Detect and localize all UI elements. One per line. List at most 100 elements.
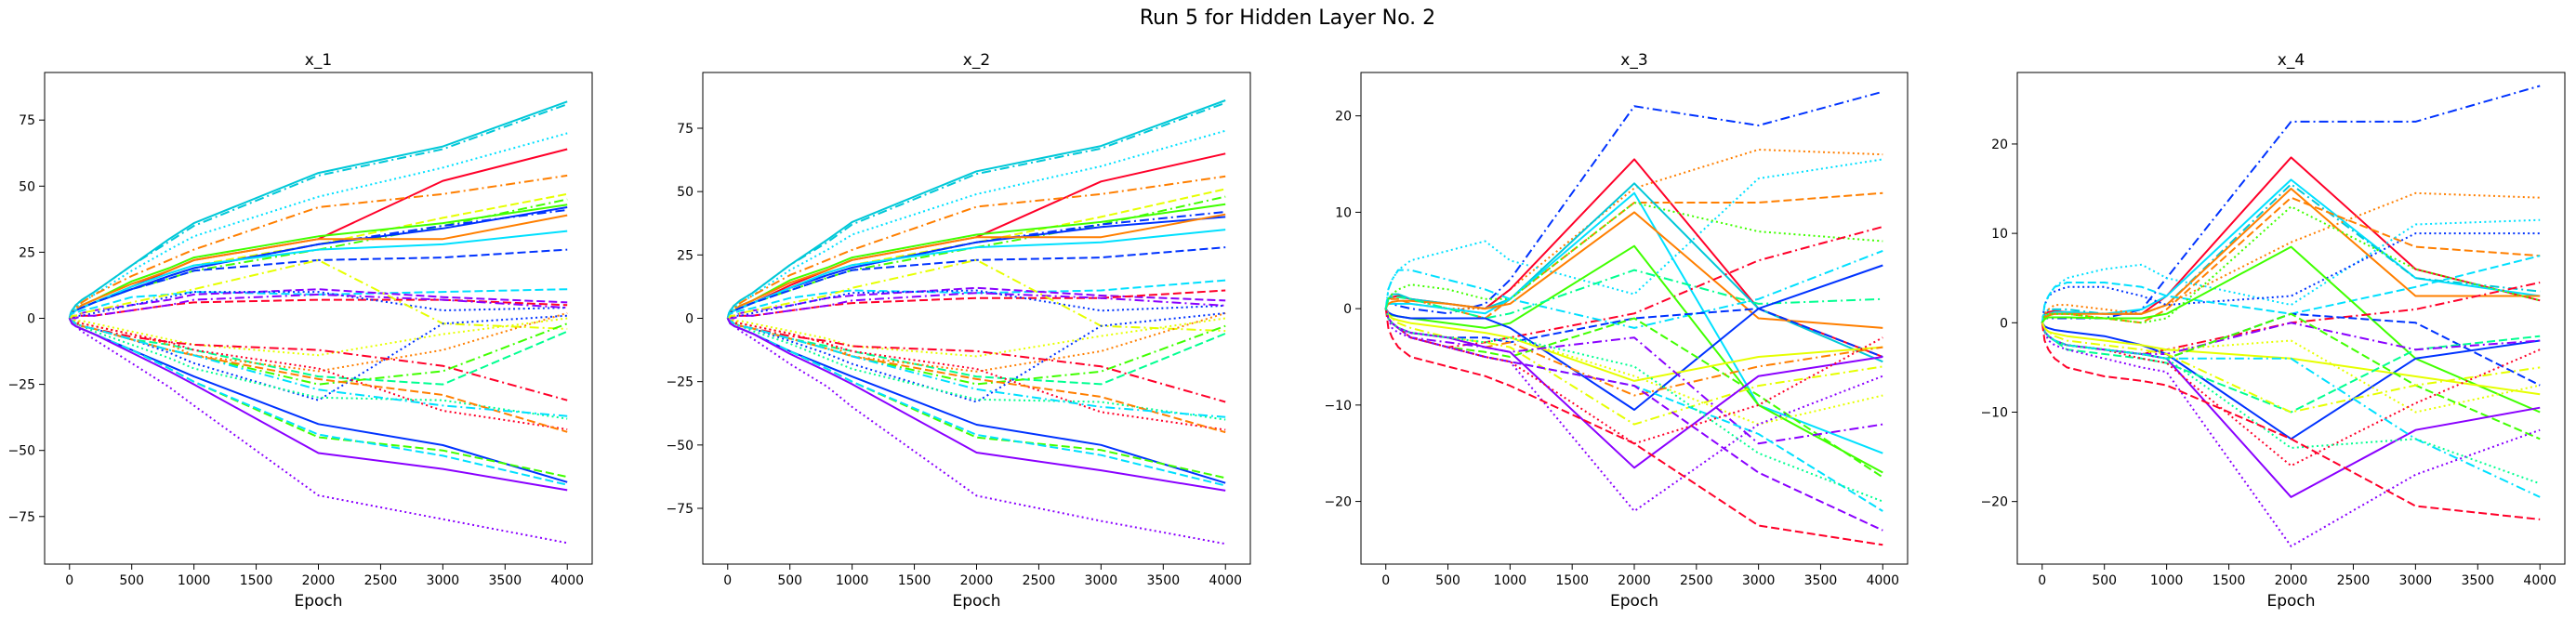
series-line-11 xyxy=(1384,249,1883,329)
series-line-6 xyxy=(2041,191,2541,323)
series-line-7 xyxy=(1384,191,1883,454)
x-tick-label: 3000 xyxy=(1742,573,1776,588)
y-tick-label: 50 xyxy=(19,179,35,194)
x-tick-label: 4000 xyxy=(1866,573,1899,588)
series-line-1 xyxy=(2041,85,2541,323)
x-tick-label: 500 xyxy=(777,573,802,588)
x-tick-label: 4000 xyxy=(2523,573,2556,588)
series-line-26 xyxy=(2041,322,2541,520)
x-axis-label: Epoch xyxy=(294,592,342,611)
y-tick-label: 50 xyxy=(677,185,694,200)
panel-title: x_2 xyxy=(963,51,990,70)
y-tick-label: −20 xyxy=(1324,495,1352,510)
x-tick-label: 3500 xyxy=(2461,573,2494,588)
series-line-4 xyxy=(68,148,568,319)
series-line-17 xyxy=(2041,322,2541,414)
panel-title: x_3 xyxy=(1620,51,1647,70)
y-tick-label: 10 xyxy=(1335,205,1352,220)
axes-frame xyxy=(44,72,593,565)
x-tick-label: 1500 xyxy=(898,573,931,588)
x-tick-label: 3000 xyxy=(1085,573,1118,588)
x-tick-label: 2000 xyxy=(960,573,994,588)
series-line-29 xyxy=(68,318,568,417)
series-line-25 xyxy=(2041,322,2541,485)
series-line-6 xyxy=(1384,182,1883,363)
series-line-24 xyxy=(2041,322,2541,498)
series-line-22 xyxy=(2041,322,2541,547)
x-tick-label: 500 xyxy=(2092,573,2117,588)
series-line-14 xyxy=(68,288,568,319)
x-tick-label: 2500 xyxy=(1680,573,1713,588)
x-tick-label: 0 xyxy=(1381,573,1390,588)
series-line-13 xyxy=(1384,269,1883,320)
series-line-22 xyxy=(727,312,1226,373)
series-line-34 xyxy=(68,318,568,545)
x-tick-label: 1000 xyxy=(1494,573,1527,588)
series-line-22 xyxy=(1384,308,1883,512)
series-line-11 xyxy=(2041,245,2541,414)
x-tick-label: 3500 xyxy=(1146,573,1180,588)
x-axis-label: Epoch xyxy=(2266,592,2315,611)
y-tick-label: 10 xyxy=(1991,227,2008,242)
x-tick-label: 1000 xyxy=(178,573,211,588)
series-line-14 xyxy=(726,279,1226,319)
series-line-18 xyxy=(69,293,568,320)
y-tick-label: 0 xyxy=(1343,302,1352,317)
y-tick-label: 0 xyxy=(27,312,35,327)
y-tick-label: 20 xyxy=(1991,138,2008,152)
x-tick-label: 4000 xyxy=(1209,573,1242,588)
y-tick-label: −10 xyxy=(1324,399,1352,414)
series-line-8 xyxy=(2041,218,2541,323)
series-line-23 xyxy=(1384,308,1883,469)
x-tick-label: 1500 xyxy=(1555,573,1589,588)
x-tick-label: 2500 xyxy=(1023,573,1056,588)
series-line-2 xyxy=(2041,156,2541,323)
series-line-5 xyxy=(2041,188,2541,323)
series-line-23 xyxy=(69,317,568,357)
series-line-16 xyxy=(727,289,1226,320)
x-tick-label: 0 xyxy=(2038,573,2046,588)
series-line-25 xyxy=(68,318,568,420)
series-line-13 xyxy=(2041,205,2541,324)
y-tick-label: −10 xyxy=(1980,405,2008,420)
series-line-18 xyxy=(1384,308,1883,426)
x-tick-label: 3500 xyxy=(1804,573,1838,588)
series-line-15 xyxy=(2041,312,2541,387)
series-line-3 xyxy=(1384,158,1883,309)
series-line-30 xyxy=(726,318,1226,484)
series-line-19 xyxy=(727,258,1226,333)
series-line-25 xyxy=(726,318,1226,421)
x-tick-label: 1000 xyxy=(2150,573,2184,588)
y-tick-label: −25 xyxy=(666,375,694,390)
x-tick-label: 1500 xyxy=(2213,573,2246,588)
series-line-2 xyxy=(1384,149,1883,310)
series-line-19 xyxy=(69,258,568,330)
series-line-17 xyxy=(1384,308,1883,382)
y-tick-label: 25 xyxy=(677,248,694,263)
series-line-17 xyxy=(727,289,1226,320)
series-line-24 xyxy=(1384,308,1883,512)
y-tick-label: −20 xyxy=(1980,495,2008,510)
panel-4: 0 500 1000 1500 2000 2500 3000 3500 4000 −20 −10 0 1… xyxy=(1980,51,2566,611)
y-tick-label: −75 xyxy=(7,510,35,525)
y-tick-label: −25 xyxy=(7,378,35,393)
y-tick-label: −75 xyxy=(666,502,694,517)
y-tick-label: 75 xyxy=(677,122,694,137)
series-line-9 xyxy=(1384,202,1883,309)
axes-frame xyxy=(702,72,1251,565)
series-line-18 xyxy=(2041,322,2541,414)
series-group xyxy=(726,99,1226,546)
series-line-23 xyxy=(727,317,1226,358)
series-line-27 xyxy=(1384,308,1883,546)
panels: 0 500 1000 1500 2000 2500 3000 3500 4000−75−50−2… xyxy=(7,51,2566,611)
series-line-27 xyxy=(726,318,1226,431)
series-line-10 xyxy=(2041,255,2541,323)
series-line-19 xyxy=(1384,308,1883,426)
x-tick-label: 2500 xyxy=(364,573,398,588)
y-tick-label: 20 xyxy=(1335,110,1352,125)
x-tick-label: 2000 xyxy=(1618,573,1651,588)
x-tick-label: 3500 xyxy=(488,573,522,588)
x-axis-label: Epoch xyxy=(952,592,1000,611)
series-line-6 xyxy=(726,188,1226,319)
panel-title: x_4 xyxy=(2278,51,2305,70)
